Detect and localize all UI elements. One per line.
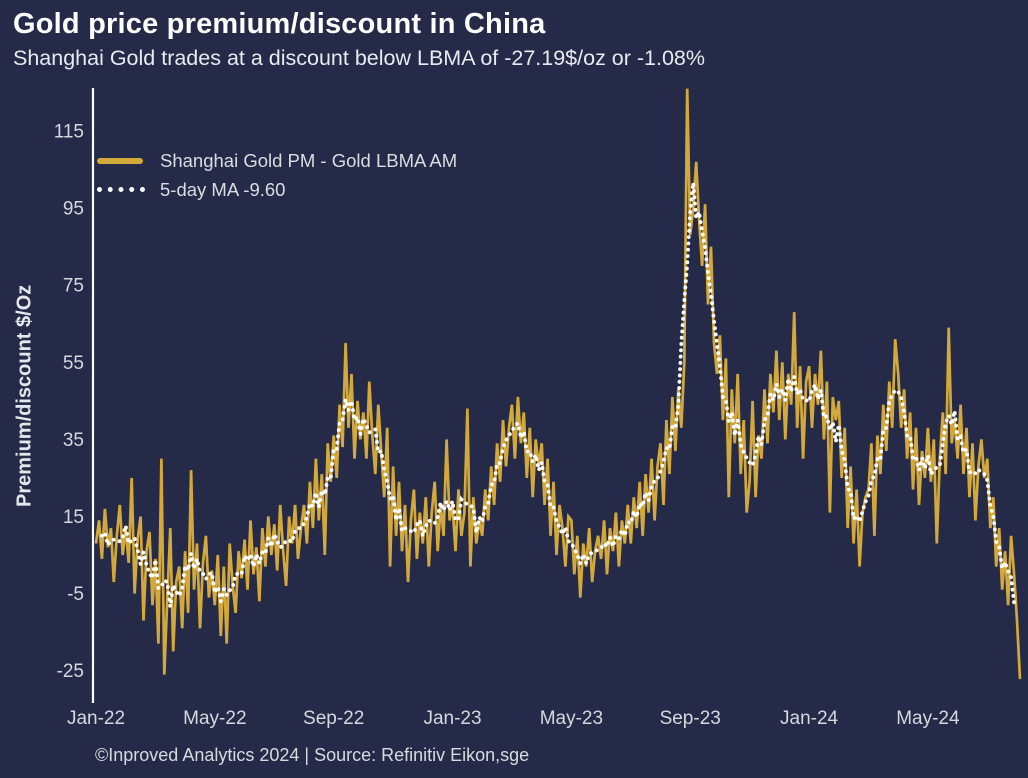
y-tick-label: -5 [67,584,84,605]
x-tick-label: May-23 [540,708,603,729]
legend: Shanghai Gold PM - Gold LBMA AM 5-day MA… [97,146,457,204]
chart-subtitle: Shanghai Gold trades at a discount below… [13,46,706,70]
legend-item-5day-ma: 5-day MA -9.60 [97,175,457,204]
gold-line-swatch [97,157,145,164]
x-tick-label: Jan-24 [780,708,839,729]
x-tick-label: May-24 [896,708,960,729]
x-tick-label: Sep-22 [303,708,364,729]
y-tick-label: 95 [63,199,84,220]
x-tick-label: Jan-22 [67,708,125,729]
y-tick-label: 55 [63,353,84,374]
ma-dotted-swatch [97,187,145,192]
chart-title: Gold price premium/discount in China [13,8,546,40]
source-credit: ©Inproved Analytics 2024 | Source: Refin… [95,745,530,765]
x-tick-label: Sep-23 [660,708,721,729]
y-tick-label: 15 [63,507,84,528]
gold-series-line [94,88,1022,680]
legend-item-shanghai-gold: Shanghai Gold PM - Gold LBMA AM [97,146,457,175]
legend-label-5day-ma: 5-day MA -9.60 [160,178,286,200]
y-tick-label: 115 [54,122,84,143]
x-tick-label: May-22 [183,708,246,729]
ma-series-dotted-line [100,182,1016,607]
legend-label-shanghai-gold: Shanghai Gold PM - Gold LBMA AM [160,149,458,171]
x-tick-label: Jan-23 [423,708,481,729]
y-tick-label: -25 [57,661,84,682]
y-tick-label: 35 [63,430,84,451]
y-tick-label: 75 [63,276,84,297]
